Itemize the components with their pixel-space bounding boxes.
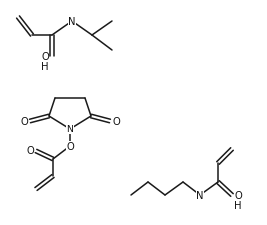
Text: O: O [20, 117, 28, 126]
Text: O: O [112, 117, 120, 126]
Text: H: H [234, 200, 242, 210]
Text: O: O [41, 52, 49, 62]
Text: H: H [41, 62, 49, 72]
Text: N: N [68, 17, 76, 27]
Text: O: O [26, 145, 34, 155]
Text: N: N [66, 125, 73, 134]
Text: O: O [234, 190, 242, 200]
Text: N: N [196, 190, 204, 200]
Text: O: O [66, 141, 74, 151]
